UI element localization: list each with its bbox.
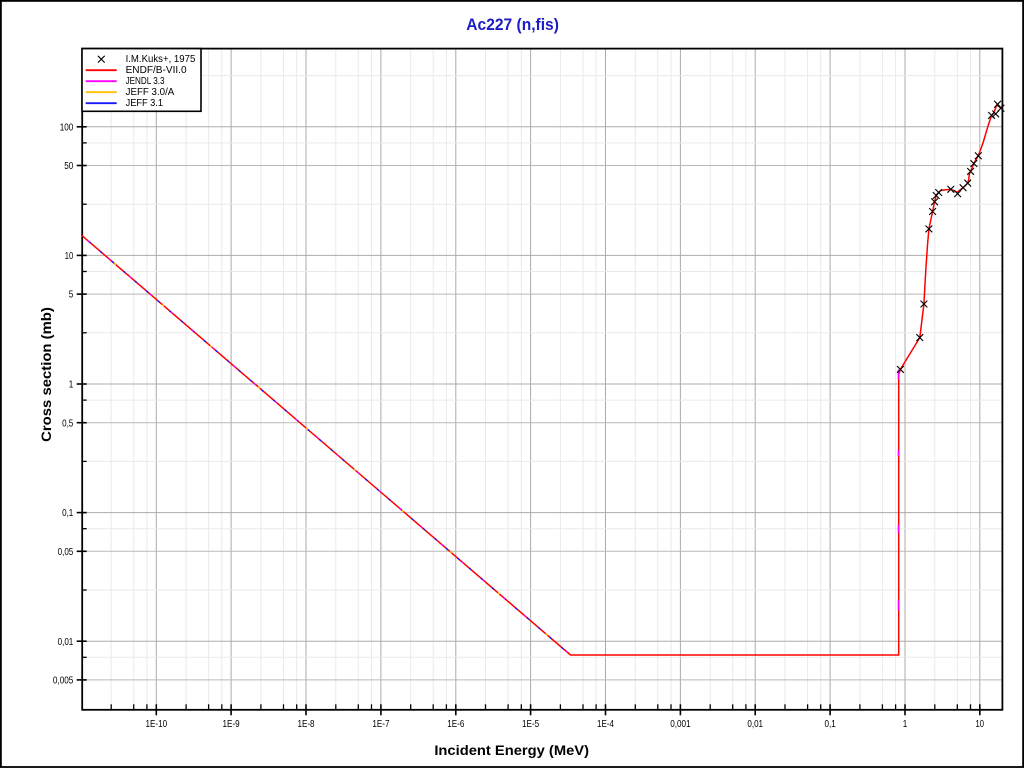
- svg-text:1E-9: 1E-9: [223, 718, 240, 730]
- svg-text:10: 10: [65, 250, 74, 262]
- svg-text:1E-8: 1E-8: [297, 718, 314, 730]
- svg-text:50: 50: [64, 160, 73, 172]
- svg-text:Ac227 (n,fis): Ac227 (n,fis): [466, 15, 559, 34]
- svg-text:1E-7: 1E-7: [372, 718, 389, 730]
- svg-text:10: 10: [976, 718, 985, 730]
- svg-text:Cross section (mb): Cross section (mb): [38, 307, 54, 442]
- svg-text:1E-6: 1E-6: [447, 718, 464, 730]
- svg-text:JEFF 3.0/A: JEFF 3.0/A: [126, 86, 175, 98]
- svg-text:0,1: 0,1: [62, 507, 73, 519]
- svg-text:I.M.Kuks+, 1975: I.M.Kuks+, 1975: [126, 53, 196, 65]
- svg-text:0,01: 0,01: [747, 718, 763, 730]
- svg-text:5: 5: [69, 289, 74, 301]
- svg-text:1: 1: [69, 379, 74, 391]
- svg-text:JENDL 3.3: JENDL 3.3: [126, 75, 165, 87]
- svg-text:Incident Energy (MeV): Incident Energy (MeV): [434, 742, 589, 758]
- svg-text:100: 100: [60, 121, 74, 133]
- svg-text:1E-5: 1E-5: [522, 718, 539, 730]
- svg-text:JEFF 3.1: JEFF 3.1: [126, 97, 164, 109]
- svg-text:0,001: 0,001: [670, 718, 691, 730]
- svg-text:1E-4: 1E-4: [597, 718, 614, 730]
- svg-text:0,005: 0,005: [53, 675, 74, 687]
- svg-text:1E-10: 1E-10: [146, 718, 168, 730]
- svg-text:0,1: 0,1: [825, 718, 836, 730]
- svg-text:ENDF/B-VII.0: ENDF/B-VII.0: [126, 64, 187, 76]
- svg-text:0,01: 0,01: [58, 636, 74, 648]
- svg-text:0,5: 0,5: [62, 417, 73, 429]
- svg-text:1: 1: [903, 718, 908, 730]
- svg-text:0,05: 0,05: [58, 546, 74, 558]
